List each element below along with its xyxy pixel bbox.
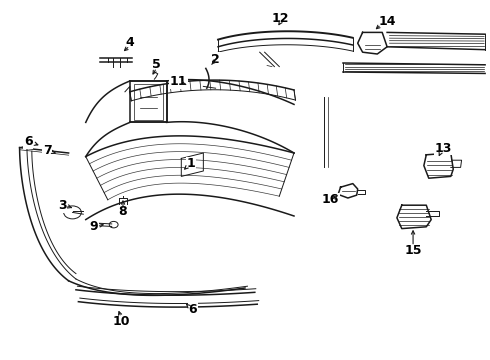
Text: 7: 7 (43, 144, 51, 157)
Text: 6: 6 (188, 303, 197, 316)
Bar (134, 84, 163, 120)
Bar (130, 81, 167, 122)
Text: 3: 3 (58, 199, 67, 212)
Text: 6: 6 (24, 135, 33, 148)
Text: 11: 11 (170, 75, 187, 88)
Text: 10: 10 (112, 315, 130, 328)
Text: 12: 12 (272, 12, 290, 24)
Text: 13: 13 (435, 142, 452, 155)
Text: 16: 16 (321, 193, 339, 206)
Text: 5: 5 (152, 58, 161, 71)
Text: 14: 14 (378, 15, 396, 28)
Text: 1: 1 (187, 157, 196, 170)
Text: 8: 8 (119, 205, 127, 218)
Text: 9: 9 (90, 220, 98, 233)
Text: 4: 4 (125, 36, 134, 49)
Text: 15: 15 (404, 244, 422, 257)
Text: 2: 2 (211, 53, 220, 66)
